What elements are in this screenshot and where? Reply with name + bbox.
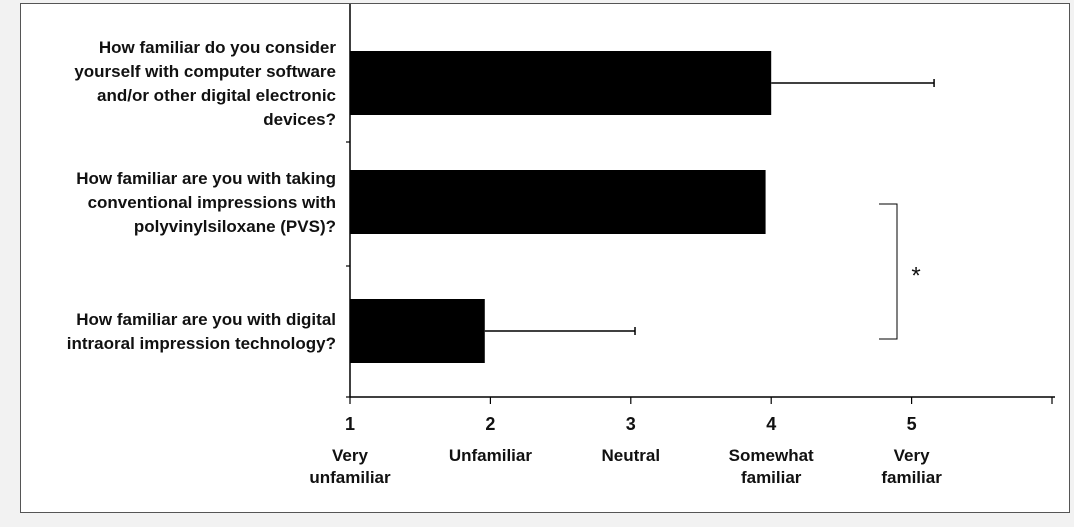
category-label: intraoral impression technology? [67, 334, 336, 353]
scale-label: Very [894, 446, 930, 465]
category-label: and/or other digital electronic [97, 86, 336, 105]
category-label: conventional impressions with [88, 193, 336, 212]
x-tick-label: 5 [907, 414, 917, 434]
scale-label: Very [332, 446, 368, 465]
x-tick-label: 2 [485, 414, 495, 434]
x-tick-label: 3 [626, 414, 636, 434]
category-label: polyvinylsiloxane (PVS)? [134, 217, 336, 236]
category-label: How familiar are you with taking [76, 169, 336, 188]
chart-frame: 1 Very unfamiliar 2 Unfamiliar 3 Neutral 4 Somew… [20, 3, 1070, 513]
category-label: How familiar are you with digital [76, 310, 336, 329]
bar [350, 51, 772, 115]
category-label: How familiar do you consider [99, 38, 336, 57]
scale-label: familiar [741, 468, 802, 487]
x-tick-label: 4 [766, 414, 776, 434]
significance-label: * [911, 263, 920, 290]
bar-chart: 1 Very unfamiliar 2 Unfamiliar 3 Neutral 4 Somew… [67, 4, 1055, 487]
significance-bracket [879, 203, 898, 340]
scale-label: unfamiliar [309, 468, 391, 487]
bar [350, 299, 485, 363]
bar [350, 170, 766, 234]
scale-label: Unfamiliar [449, 446, 533, 465]
category-label: devices? [263, 110, 336, 129]
scale-label: Somewhat [729, 446, 814, 465]
scale-label: familiar [881, 468, 942, 487]
category-label: yourself with computer software [74, 62, 336, 81]
x-tick-label: 1 [345, 414, 355, 434]
scale-label: Neutral [602, 446, 661, 465]
